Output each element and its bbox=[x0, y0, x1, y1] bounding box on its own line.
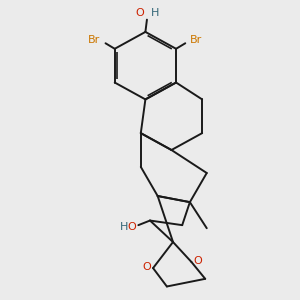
Text: O: O bbox=[127, 222, 136, 232]
Text: O: O bbox=[194, 256, 203, 266]
Text: H: H bbox=[120, 222, 128, 232]
Text: O: O bbox=[135, 8, 144, 18]
Text: O: O bbox=[142, 262, 151, 272]
Text: H: H bbox=[151, 8, 159, 18]
Text: Br: Br bbox=[190, 35, 202, 45]
Text: Br: Br bbox=[88, 35, 101, 45]
